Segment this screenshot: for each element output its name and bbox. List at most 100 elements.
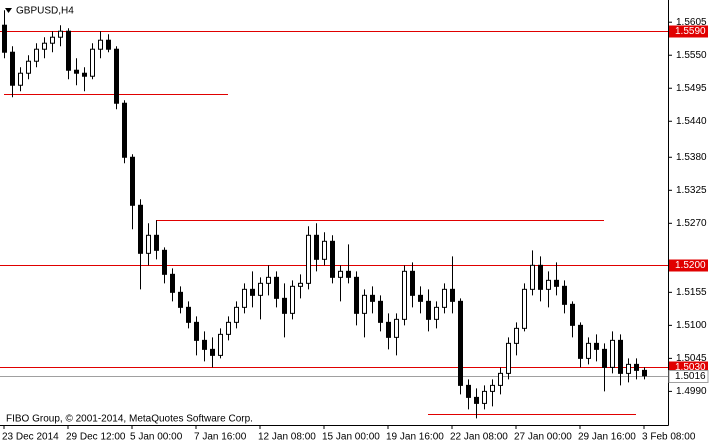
candle-body <box>474 396 479 404</box>
candle-body <box>634 363 639 371</box>
candle-body <box>586 342 591 359</box>
candle-body <box>242 288 247 308</box>
current-price-label: 1.5016 <box>675 371 706 382</box>
candle-body <box>98 39 103 50</box>
y-tick-label: 1.5155 <box>676 287 707 298</box>
candle-body <box>162 249 167 275</box>
candle-body <box>106 39 111 50</box>
y-tick-label: 1.5270 <box>676 218 707 229</box>
candle-body <box>154 234 159 251</box>
x-tick-label: 3 Feb 08:00 <box>642 432 696 443</box>
candle-body <box>642 369 647 377</box>
candle-body <box>530 264 535 290</box>
candle-body <box>114 48 119 104</box>
candle-body <box>522 288 527 329</box>
candle-body <box>10 51 15 86</box>
candle-body <box>338 270 343 278</box>
candle-body <box>426 300 431 320</box>
candle-body <box>90 48 95 77</box>
candle-body <box>42 42 47 50</box>
candle-body <box>194 321 199 341</box>
x-tick-label: 12 Jan 08:00 <box>258 432 316 443</box>
candle-body <box>50 36 55 44</box>
x-tick-label: 19 Jan 16:00 <box>386 432 444 443</box>
candle-body <box>498 372 503 386</box>
candle-body <box>506 342 511 374</box>
current-price-box <box>668 370 709 383</box>
candle-body <box>218 333 223 356</box>
candle-body <box>402 270 407 320</box>
x-tick-label: 29 Dec 12:00 <box>66 432 126 443</box>
candle-body <box>570 303 575 326</box>
candle-body <box>554 279 559 287</box>
y-tick-label: 1.5045 <box>676 353 707 364</box>
candle-body <box>34 48 39 62</box>
x-tick-label: 27 Jan 00:00 <box>514 432 572 443</box>
candle-body <box>434 306 439 320</box>
x-tick-label: 23 Dec 2014 <box>2 432 59 443</box>
candle-body <box>282 297 287 314</box>
candle-body <box>122 102 127 158</box>
candle-body <box>594 342 599 350</box>
x-tick-label: 29 Jan 16:00 <box>578 432 636 443</box>
candle-body <box>234 306 239 323</box>
candle-body <box>418 294 423 302</box>
candle-body <box>626 363 631 374</box>
candle-body <box>306 234 311 284</box>
candle-body <box>362 294 367 314</box>
candle-body <box>514 327 519 344</box>
candle-body <box>186 306 191 323</box>
candle-body <box>458 300 463 386</box>
candle-body <box>618 339 623 374</box>
candle-body <box>546 279 551 290</box>
candle-body <box>274 276 279 299</box>
candle-body <box>354 276 359 314</box>
candle-body <box>378 300 383 323</box>
menu-icon[interactable] <box>5 8 12 13</box>
candle-body <box>290 285 295 314</box>
candle-body <box>322 240 327 260</box>
candle-body <box>578 324 583 359</box>
level-label: 1.5590 <box>675 26 706 37</box>
candle-body <box>490 384 495 392</box>
candle-body <box>2 24 7 53</box>
candle-body <box>130 156 135 206</box>
candle-body <box>210 348 215 356</box>
candle-body <box>266 276 271 284</box>
candle-body <box>202 339 207 350</box>
candle-body <box>66 30 71 71</box>
candle-body <box>610 339 615 368</box>
candle-body <box>314 234 319 260</box>
x-tick-label: 5 Jan 00:00 <box>130 432 183 443</box>
candle-body <box>386 321 391 338</box>
candle-body <box>482 390 487 404</box>
y-tick-label: 1.5440 <box>676 116 707 127</box>
candle-body <box>170 273 175 293</box>
candle-body <box>146 234 151 254</box>
candle-body <box>466 384 471 398</box>
candle-body <box>82 72 87 77</box>
y-tick-label: 1.5100 <box>676 320 707 331</box>
candle-body <box>602 348 607 368</box>
y-tick-label: 1.5605 <box>676 17 707 28</box>
candle-body <box>18 72 23 86</box>
x-tick-label: 7 Jan 16:00 <box>194 432 247 443</box>
x-tick-label: 22 Jan 08:00 <box>450 432 508 443</box>
candle-body <box>346 270 351 278</box>
candle-body <box>538 264 543 290</box>
candle-body <box>178 291 183 308</box>
y-tick-label: 1.5380 <box>676 152 707 163</box>
candle-body <box>26 60 31 74</box>
candle-body <box>58 30 63 38</box>
y-tick-label: 1.5325 <box>676 185 707 196</box>
x-tick-label: 15 Jan 00:00 <box>322 432 380 443</box>
level-label: 1.5030 <box>675 362 706 373</box>
candle-body <box>562 285 567 305</box>
chart-title: GBPUSD,H4 <box>16 6 74 17</box>
y-tick-label: 1.5495 <box>676 83 707 94</box>
level-label: 1.5200 <box>675 260 706 271</box>
y-tick-label: 1.5550 <box>676 50 707 61</box>
candle-body <box>330 240 335 278</box>
candle-body <box>394 318 399 338</box>
